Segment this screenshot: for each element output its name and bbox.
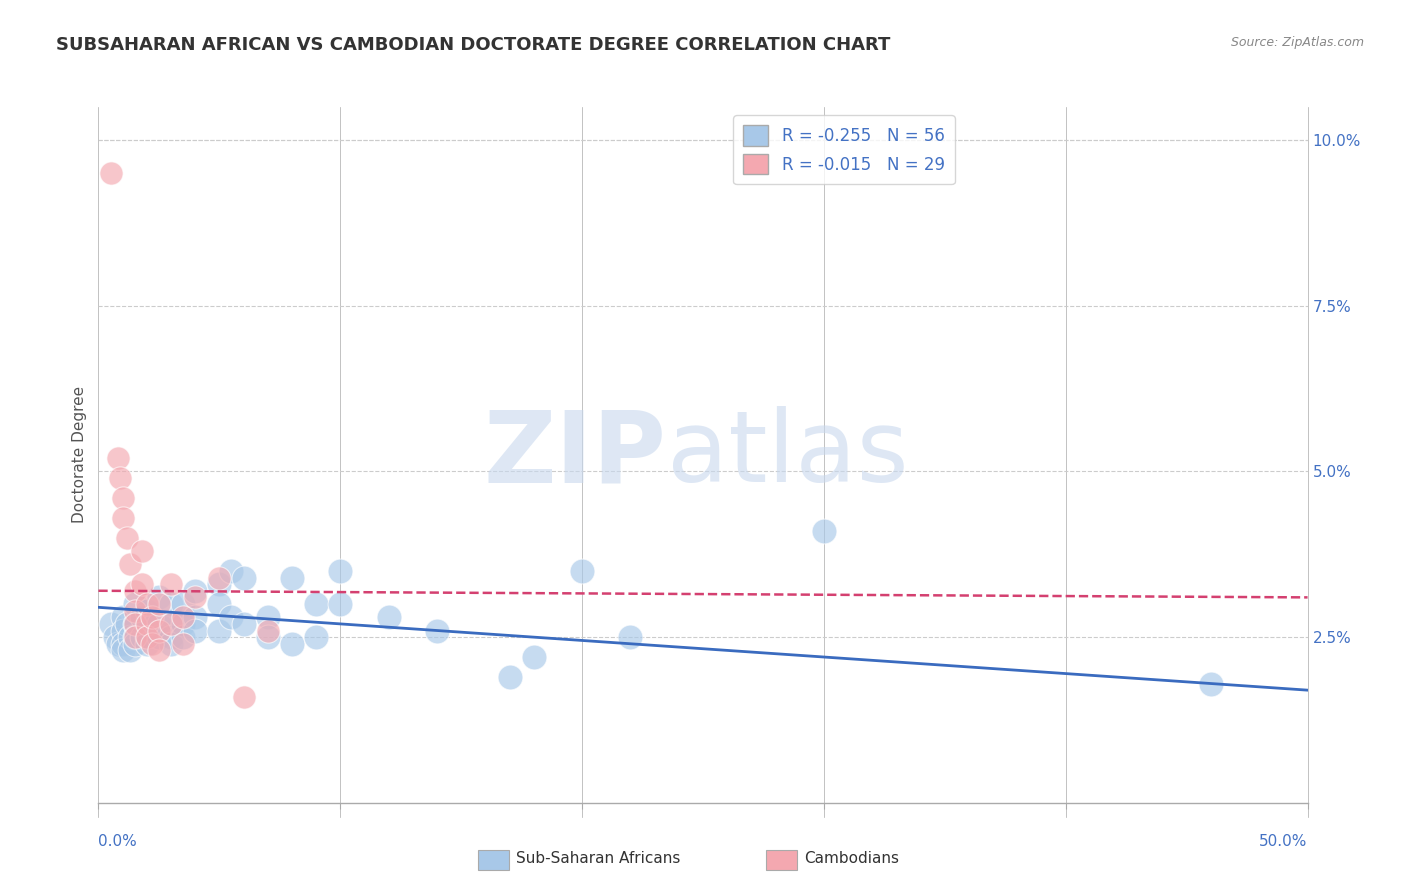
Point <box>111 610 134 624</box>
Point <box>305 630 328 644</box>
Point <box>111 511 134 525</box>
Point <box>148 624 170 638</box>
Text: 50.0%: 50.0% <box>1260 834 1308 849</box>
Point <box>135 630 157 644</box>
Point <box>135 604 157 618</box>
Point <box>221 610 243 624</box>
Y-axis label: Doctorate Degree: Doctorate Degree <box>72 386 87 524</box>
Text: Cambodians: Cambodians <box>804 852 900 866</box>
Point <box>232 616 254 631</box>
Text: 0.0%: 0.0% <box>98 834 138 849</box>
Point <box>117 616 139 631</box>
Point <box>571 564 593 578</box>
Point <box>184 610 207 624</box>
Text: Source: ZipAtlas.com: Source: ZipAtlas.com <box>1230 36 1364 49</box>
Point <box>1199 676 1222 690</box>
Point <box>281 637 304 651</box>
Point <box>148 616 170 631</box>
Point <box>160 577 183 591</box>
Point <box>208 577 231 591</box>
Point <box>135 616 157 631</box>
Point <box>135 630 157 644</box>
Point <box>107 637 129 651</box>
Point <box>135 597 157 611</box>
Point <box>160 616 183 631</box>
Point <box>148 643 170 657</box>
Point <box>329 564 352 578</box>
Point <box>329 597 352 611</box>
Point <box>111 624 134 638</box>
Point <box>377 610 399 624</box>
Point <box>148 597 170 611</box>
Point <box>124 616 146 631</box>
Point <box>160 630 183 644</box>
Point <box>813 524 835 538</box>
Point <box>131 577 153 591</box>
Text: ZIP: ZIP <box>484 407 666 503</box>
Legend: R = -0.255   N = 56, R = -0.015   N = 29: R = -0.255 N = 56, R = -0.015 N = 29 <box>734 115 955 185</box>
Point <box>118 630 141 644</box>
Point <box>107 451 129 466</box>
Point <box>131 544 153 558</box>
Point <box>281 570 304 584</box>
Point <box>124 604 146 618</box>
Point <box>124 630 146 644</box>
Point <box>135 616 157 631</box>
Point <box>208 597 231 611</box>
Point <box>172 616 194 631</box>
Point <box>124 583 146 598</box>
Point <box>172 597 194 611</box>
Point <box>426 624 449 638</box>
Point <box>111 643 134 657</box>
Point <box>184 591 207 605</box>
Point <box>100 166 122 180</box>
Point <box>131 610 153 624</box>
Point <box>118 643 141 657</box>
Point <box>619 630 641 644</box>
Point <box>184 583 207 598</box>
Point <box>221 564 243 578</box>
Text: SUBSAHARAN AFRICAN VS CAMBODIAN DOCTORATE DEGREE CORRELATION CHART: SUBSAHARAN AFRICAN VS CAMBODIAN DOCTORAT… <box>56 36 890 54</box>
Text: Sub-Saharan Africans: Sub-Saharan Africans <box>516 852 681 866</box>
Point <box>117 531 139 545</box>
Point <box>184 624 207 638</box>
Point <box>124 630 146 644</box>
Point <box>208 624 231 638</box>
Text: atlas: atlas <box>666 407 908 503</box>
Point <box>172 610 194 624</box>
Point <box>232 690 254 704</box>
Point <box>160 597 183 611</box>
Point <box>305 597 328 611</box>
Point <box>208 570 231 584</box>
Point <box>141 637 163 651</box>
Point <box>104 630 127 644</box>
Point <box>172 637 194 651</box>
Point <box>141 610 163 624</box>
Point <box>172 630 194 644</box>
Point <box>256 630 278 644</box>
Point <box>100 616 122 631</box>
Point <box>148 630 170 644</box>
Point <box>160 616 183 631</box>
Point <box>111 491 134 505</box>
Point <box>256 624 278 638</box>
Point <box>124 597 146 611</box>
Point <box>118 558 141 572</box>
Point <box>124 616 146 631</box>
Point <box>160 637 183 651</box>
Point <box>523 650 546 665</box>
Point <box>111 637 134 651</box>
Point <box>232 570 254 584</box>
Point <box>148 591 170 605</box>
Point <box>131 630 153 644</box>
Point <box>108 471 131 485</box>
Point <box>256 610 278 624</box>
Point <box>124 637 146 651</box>
Point <box>135 637 157 651</box>
Point <box>498 670 520 684</box>
